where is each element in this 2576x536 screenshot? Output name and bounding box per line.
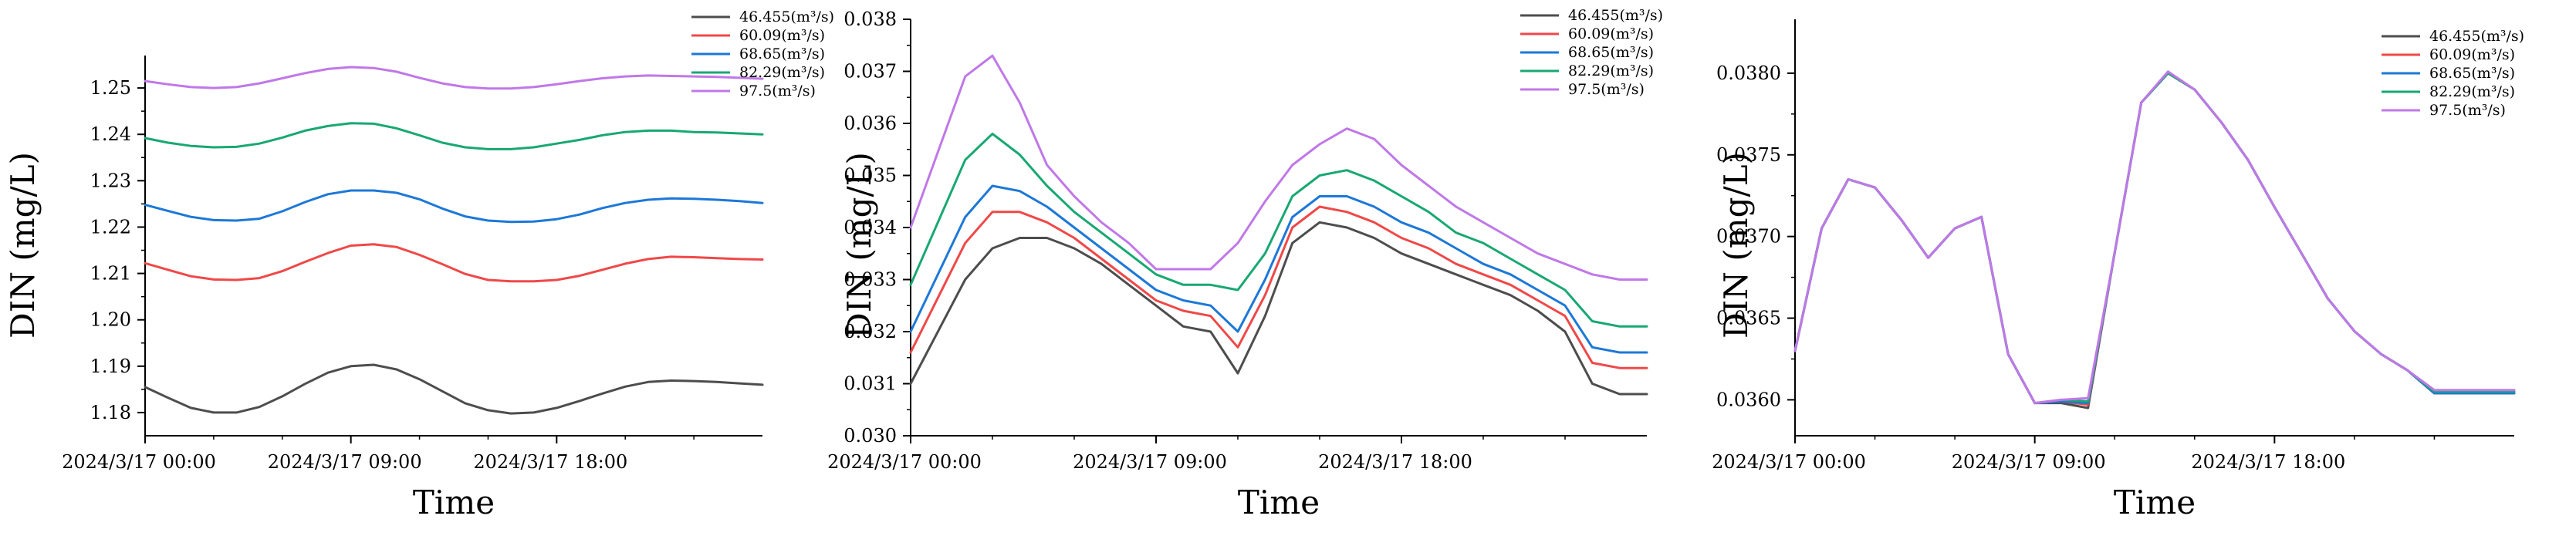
x-tick-label: 2024/3/17 18:00 — [2191, 451, 2345, 473]
legend-label: 68.65(m³/s) — [2429, 65, 2515, 82]
legend-label: 60.09(m³/s) — [2429, 46, 2515, 63]
legend-label: 82.29(m³/s) — [1568, 62, 1654, 79]
legend-label: 46.455(m³/s) — [2429, 28, 2524, 45]
y-tick-label: 1.24 — [90, 123, 131, 145]
series-line-1 — [909, 221, 1648, 396]
series-line-2 — [909, 205, 1648, 369]
y-tick-label: 0.0380 — [1716, 62, 1781, 84]
y-tick-label: 1.18 — [90, 402, 131, 423]
y-tick-label: 1.19 — [90, 356, 131, 377]
y-tick-label: 1.21 — [90, 263, 131, 285]
x-tick-label: 2024/3/17 09:00 — [1952, 451, 2106, 473]
legend-label: 60.09(m³/s) — [739, 27, 825, 44]
y-tick-label: 0.037 — [843, 61, 897, 83]
series-line-3 — [909, 184, 1648, 354]
y-tick-label: 0.031 — [843, 373, 897, 395]
legend-label: 46.455(m³/s) — [1568, 7, 1663, 24]
y-tick-label: 0.030 — [843, 425, 897, 447]
legend-label: 97.5(m³/s) — [739, 83, 816, 99]
legend-label: 97.5(m³/s) — [1568, 81, 1645, 98]
y-tick-label: 0.033 — [843, 269, 897, 291]
y-axis-title: DIN (mg/L) — [840, 152, 878, 339]
y-tick-label: 1.20 — [90, 309, 131, 331]
series-line-5 — [1793, 70, 2516, 405]
y-tick-label: 0.032 — [843, 321, 897, 342]
legend-label: 97.5(m³/s) — [2429, 102, 2506, 119]
x-axis-title: Time — [1238, 484, 1320, 521]
series-line-4 — [1793, 72, 2516, 405]
y-axis-title: DIN (mg/L) — [1717, 152, 1755, 339]
y-tick-label: 0.0360 — [1716, 389, 1781, 410]
legend-label: 46.455(m³/s) — [739, 8, 834, 25]
y-axis-title: DIN (mg/L) — [4, 152, 42, 339]
x-tick-label: 2024/3/17 09:00 — [268, 451, 422, 473]
series-line-5 — [144, 66, 764, 90]
series-line-5 — [909, 54, 1648, 281]
series-line-1 — [1793, 72, 2516, 410]
x-tick-label: 2024/3/17 00:00 — [1712, 451, 1866, 473]
legend-label: 68.65(m³/s) — [739, 46, 825, 62]
x-axis-title: Time — [413, 484, 495, 521]
legend-label: 82.29(m³/s) — [739, 64, 825, 81]
y-tick-label: 0.035 — [843, 165, 897, 187]
y-tick-label: 0.036 — [843, 113, 897, 134]
chart-panel-2: 0.030 0.031 0.032 0.033 0.034 0.035 0.036 0.037… — [827, 7, 1663, 521]
series-line-3 — [144, 189, 764, 224]
legend-label: 60.09(m³/s) — [1568, 25, 1654, 42]
y-tick-label: 0.034 — [843, 217, 897, 238]
legend-label: 68.65(m³/s) — [1568, 44, 1654, 61]
series-line-4 — [144, 122, 764, 150]
x-tick-label: 2024/3/17 00:00 — [827, 451, 982, 473]
series-line-4 — [909, 133, 1648, 328]
y-tick-label: 1.25 — [90, 77, 131, 99]
y-tick-label: 1.22 — [90, 216, 131, 238]
x-axis-title: Time — [2114, 484, 2196, 521]
chart-panel-3: 0.0360 0.0365 0.0370 0.0375 0.0380 2024/3/17 … — [1712, 19, 2524, 521]
x-tick-label: 2024/3/17 00:00 — [62, 451, 216, 473]
series-line-2 — [144, 243, 764, 283]
chart-panel-1: 1.18 1.19 1.20 1.21 1.22 1.23 1.24 1.25 2024/3/1… — [4, 8, 834, 521]
x-tick-label: 2024/3/17 18:00 — [473, 451, 627, 473]
x-tick-label: 2024/3/17 09:00 — [1073, 451, 1227, 473]
y-tick-label: 0.038 — [843, 8, 897, 30]
series-line-1 — [144, 363, 764, 415]
y-tick-label: 0.0370 — [1716, 226, 1781, 248]
y-tick-label: 1.23 — [90, 170, 131, 191]
legend-label: 82.29(m³/s) — [2429, 83, 2515, 100]
x-tick-label: 2024/3/17 18:00 — [1318, 451, 1472, 473]
series-line-3 — [1793, 72, 2516, 405]
y-tick-label: 0.0375 — [1716, 144, 1781, 166]
series-line-2 — [1793, 72, 2516, 406]
y-tick-label: 0.0365 — [1716, 308, 1781, 329]
